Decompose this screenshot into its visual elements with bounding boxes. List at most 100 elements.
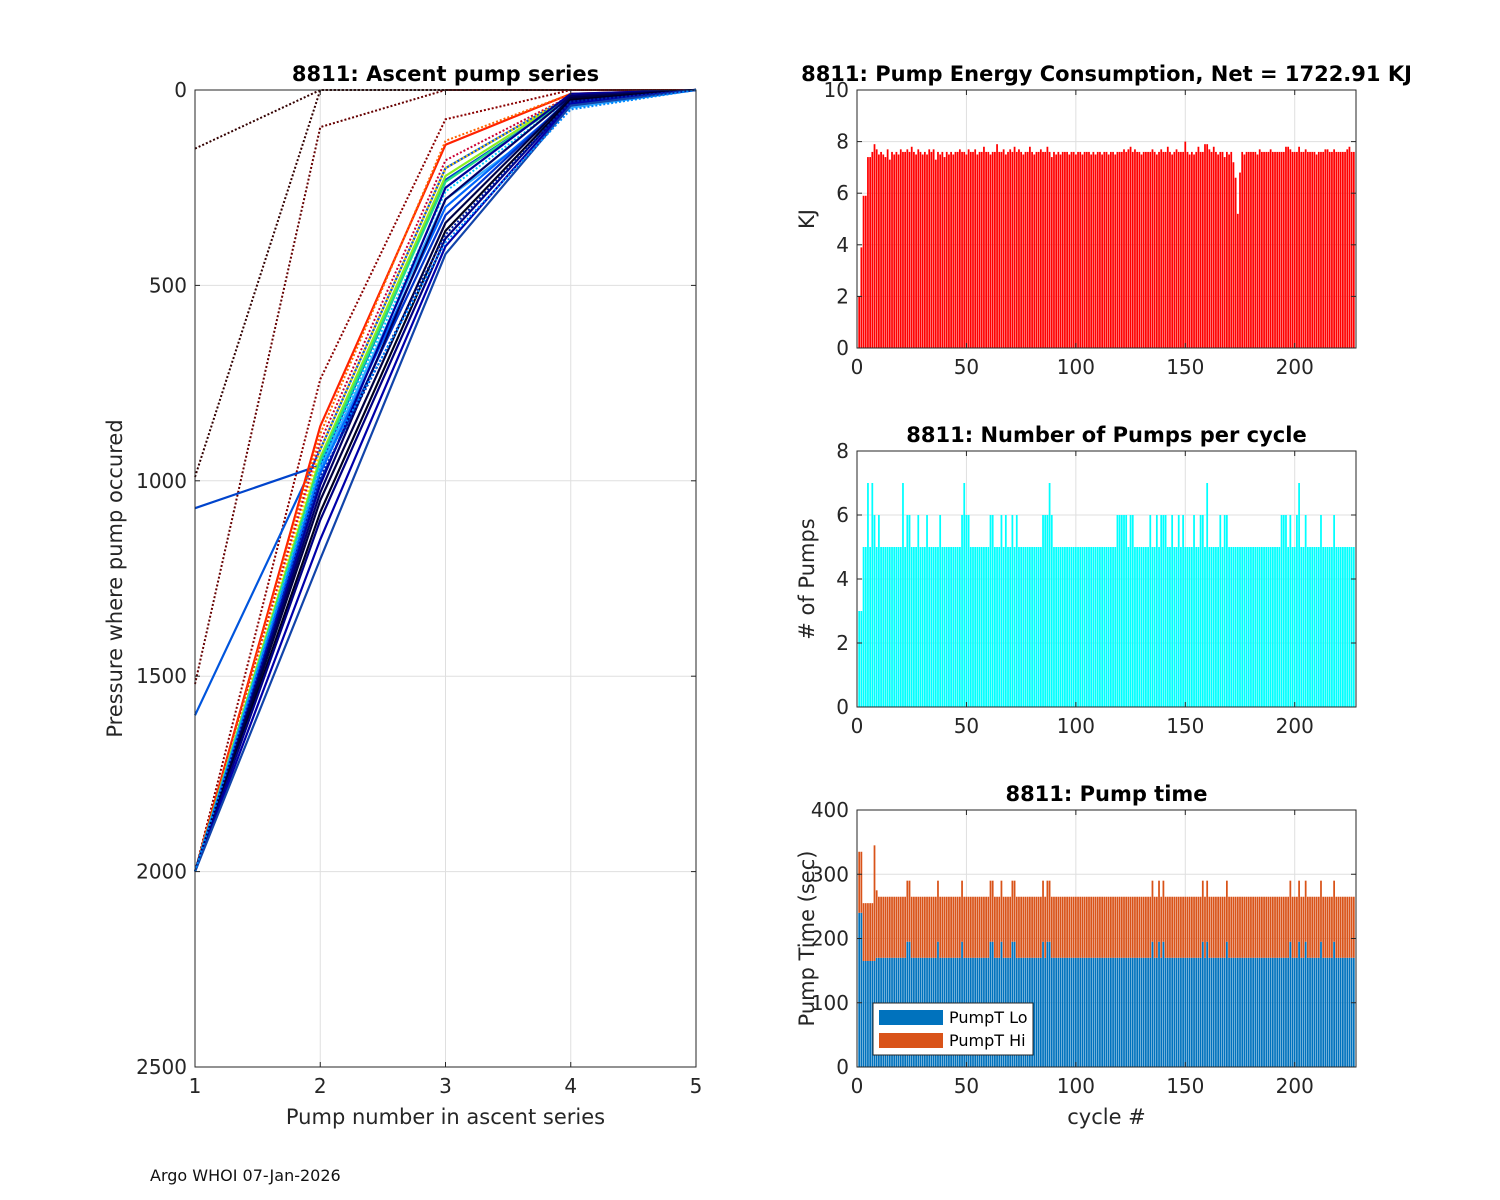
bar-pumpt-hi bbox=[1018, 896, 1020, 958]
bar-pumps bbox=[919, 547, 922, 707]
x-tick-label: 50 bbox=[954, 714, 979, 738]
bar-energy bbox=[1184, 141, 1187, 348]
bar-pumpt-lo bbox=[1285, 957, 1287, 1067]
bar-pumpt-hi bbox=[1320, 880, 1322, 942]
bar-pumpt-lo bbox=[1186, 957, 1189, 1067]
x-tick-label: 5 bbox=[690, 1074, 703, 1098]
bar-pumps bbox=[1212, 547, 1215, 707]
bar-pumps bbox=[1326, 547, 1329, 707]
bar-pumpt-lo bbox=[858, 912, 861, 1067]
bar-energy bbox=[860, 247, 863, 348]
bar-pumpt-lo bbox=[1055, 957, 1058, 1067]
bar-pumps bbox=[980, 547, 983, 707]
bar-pumpt-hi bbox=[1162, 880, 1165, 942]
bar-pumps bbox=[1175, 547, 1178, 707]
bar-pumps bbox=[998, 547, 1001, 707]
bar-pumpt-lo bbox=[1182, 957, 1184, 1067]
bar-energy bbox=[1236, 213, 1239, 348]
bar-pumpt-hi bbox=[1195, 896, 1198, 958]
bar-pumps bbox=[965, 515, 968, 707]
bar-energy bbox=[1352, 151, 1355, 348]
bar-pumpt-hi bbox=[1204, 896, 1206, 958]
bar-energy bbox=[1105, 151, 1108, 348]
bar-pumpt-hi bbox=[1300, 896, 1303, 958]
bar-pumpt-lo bbox=[1042, 941, 1044, 1067]
bar-energy bbox=[1151, 149, 1154, 348]
bar-pumps bbox=[991, 515, 994, 707]
bar-pumps bbox=[1125, 515, 1128, 707]
bar-pumpt-lo bbox=[1206, 941, 1209, 1067]
bar-pumps bbox=[1226, 515, 1228, 707]
bar-pumpt-lo bbox=[1134, 957, 1136, 1067]
bar-energy bbox=[1274, 151, 1276, 348]
bar-pumpt-hi bbox=[1346, 896, 1349, 958]
bar-pumps bbox=[1127, 547, 1130, 707]
bar-energy bbox=[956, 151, 959, 348]
bar-energy bbox=[1199, 151, 1202, 348]
bar-pumps bbox=[1070, 547, 1073, 707]
bar-pumpt-lo bbox=[1280, 957, 1283, 1067]
bar-pumpt-hi bbox=[1145, 896, 1147, 958]
bar-pumps bbox=[1278, 547, 1281, 707]
bar-pumpt-lo bbox=[1153, 957, 1156, 1067]
bar-energy bbox=[934, 159, 937, 348]
bar-pumpt-hi bbox=[1184, 896, 1187, 958]
bar-pumpt-hi bbox=[1350, 896, 1353, 958]
bar-energy bbox=[1341, 151, 1344, 348]
bar-pumpt-lo bbox=[1320, 941, 1322, 1067]
bar-energy bbox=[1002, 149, 1005, 348]
bar-pumps bbox=[1258, 547, 1261, 707]
bar-energy bbox=[945, 151, 948, 348]
bar-energy bbox=[895, 151, 898, 348]
bar-energy bbox=[1131, 151, 1134, 348]
bar-energy bbox=[994, 151, 996, 348]
y-tick-label: 0 bbox=[836, 336, 849, 360]
bar-pumps bbox=[910, 547, 913, 707]
bar-pumpt-lo bbox=[1293, 957, 1296, 1067]
bar-pumpt-lo bbox=[1083, 957, 1086, 1067]
y-tick-label: 8 bbox=[836, 130, 849, 154]
bar-energy bbox=[1276, 151, 1279, 348]
bar-energy bbox=[1204, 144, 1206, 348]
bar-pumps bbox=[1320, 515, 1322, 707]
bar-energy bbox=[1241, 151, 1244, 348]
x-tick-label: 4 bbox=[564, 1074, 577, 1098]
bar-energy bbox=[867, 157, 869, 348]
series-line-s20 bbox=[193, 88, 697, 872]
y-tick-label: 6 bbox=[836, 503, 849, 527]
bar-energy bbox=[1208, 149, 1211, 348]
bar-pumpt-lo bbox=[1221, 957, 1224, 1067]
bar-pumpt-lo bbox=[1173, 957, 1176, 1067]
bar-pumps bbox=[1311, 547, 1314, 707]
bar-pumpt-lo bbox=[1092, 957, 1095, 1067]
bar-pumps bbox=[996, 547, 998, 707]
bar-energy bbox=[952, 154, 955, 348]
bar-pumpt-lo bbox=[1335, 957, 1338, 1067]
bar-pumpt-hi bbox=[1160, 896, 1163, 958]
bar-pumps bbox=[1304, 515, 1307, 707]
bar-pumpt-hi bbox=[871, 903, 874, 961]
bar-energy bbox=[1280, 151, 1283, 348]
bar-pumpt-hi bbox=[1134, 896, 1136, 958]
bar-pumps bbox=[937, 547, 939, 707]
y-tick-label: 10 bbox=[824, 78, 849, 102]
bar-pumps bbox=[967, 515, 970, 707]
bar-pumpt-hi bbox=[1309, 896, 1311, 958]
bar-pumpt-hi bbox=[1352, 896, 1355, 958]
bar-pumps bbox=[952, 547, 955, 707]
bar-pumps bbox=[875, 547, 878, 707]
bar-energy bbox=[1252, 151, 1255, 348]
bar-pumpt-hi bbox=[1096, 896, 1099, 958]
bar-pumps bbox=[1232, 547, 1235, 707]
bar-energy bbox=[880, 151, 882, 348]
bar-pumpt-lo bbox=[1099, 957, 1101, 1067]
bar-energy bbox=[1309, 151, 1311, 348]
bar-energy bbox=[1044, 151, 1047, 348]
bar-pumpt-lo bbox=[1326, 957, 1329, 1067]
bar-pumpt-hi bbox=[1077, 896, 1079, 958]
bar-pumps bbox=[926, 515, 928, 707]
bar-pumpt-lo bbox=[1274, 957, 1276, 1067]
bar-pumpt-lo bbox=[1116, 957, 1119, 1067]
bar-pumps bbox=[1147, 547, 1149, 707]
